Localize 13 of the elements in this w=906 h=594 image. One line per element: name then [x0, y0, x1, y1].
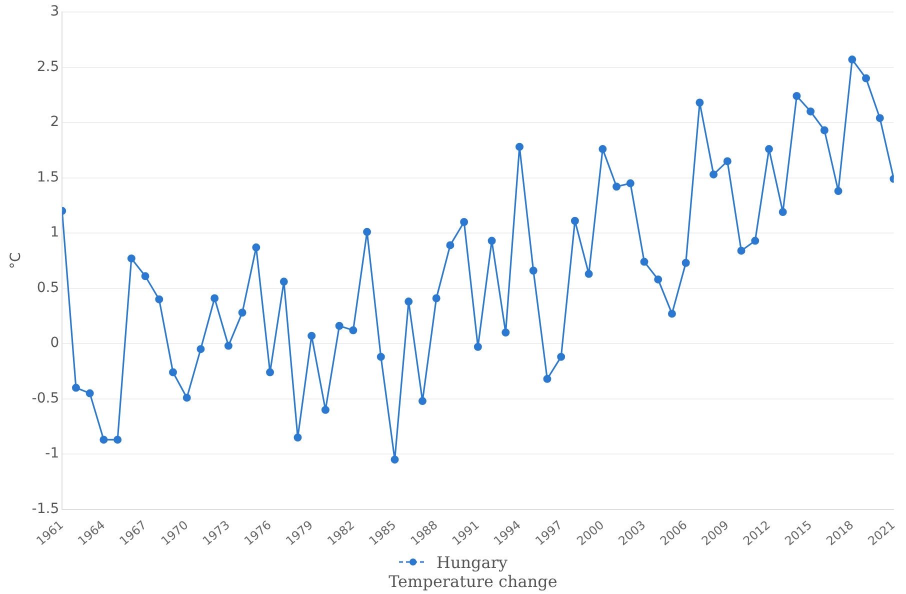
legend-title: Temperature change: [388, 572, 558, 590]
y-tick-label: 3: [50, 4, 60, 20]
y-tick-label: 2.5: [36, 58, 60, 75]
y-tick-label: 1.5: [36, 169, 60, 186]
y-tick-label: 0: [50, 335, 60, 352]
y-tick-label: -1: [45, 446, 60, 462]
y-tick-label: 0.5: [36, 280, 60, 296]
y-tick-label: 1: [50, 224, 60, 241]
y-tick-label: -1.5: [32, 500, 60, 517]
y-axis-title: °C: [8, 252, 24, 270]
legend-label: Hungary: [436, 552, 508, 572]
y-tick-label: -0.5: [32, 390, 60, 406]
y-tick-label: 2: [50, 114, 60, 130]
